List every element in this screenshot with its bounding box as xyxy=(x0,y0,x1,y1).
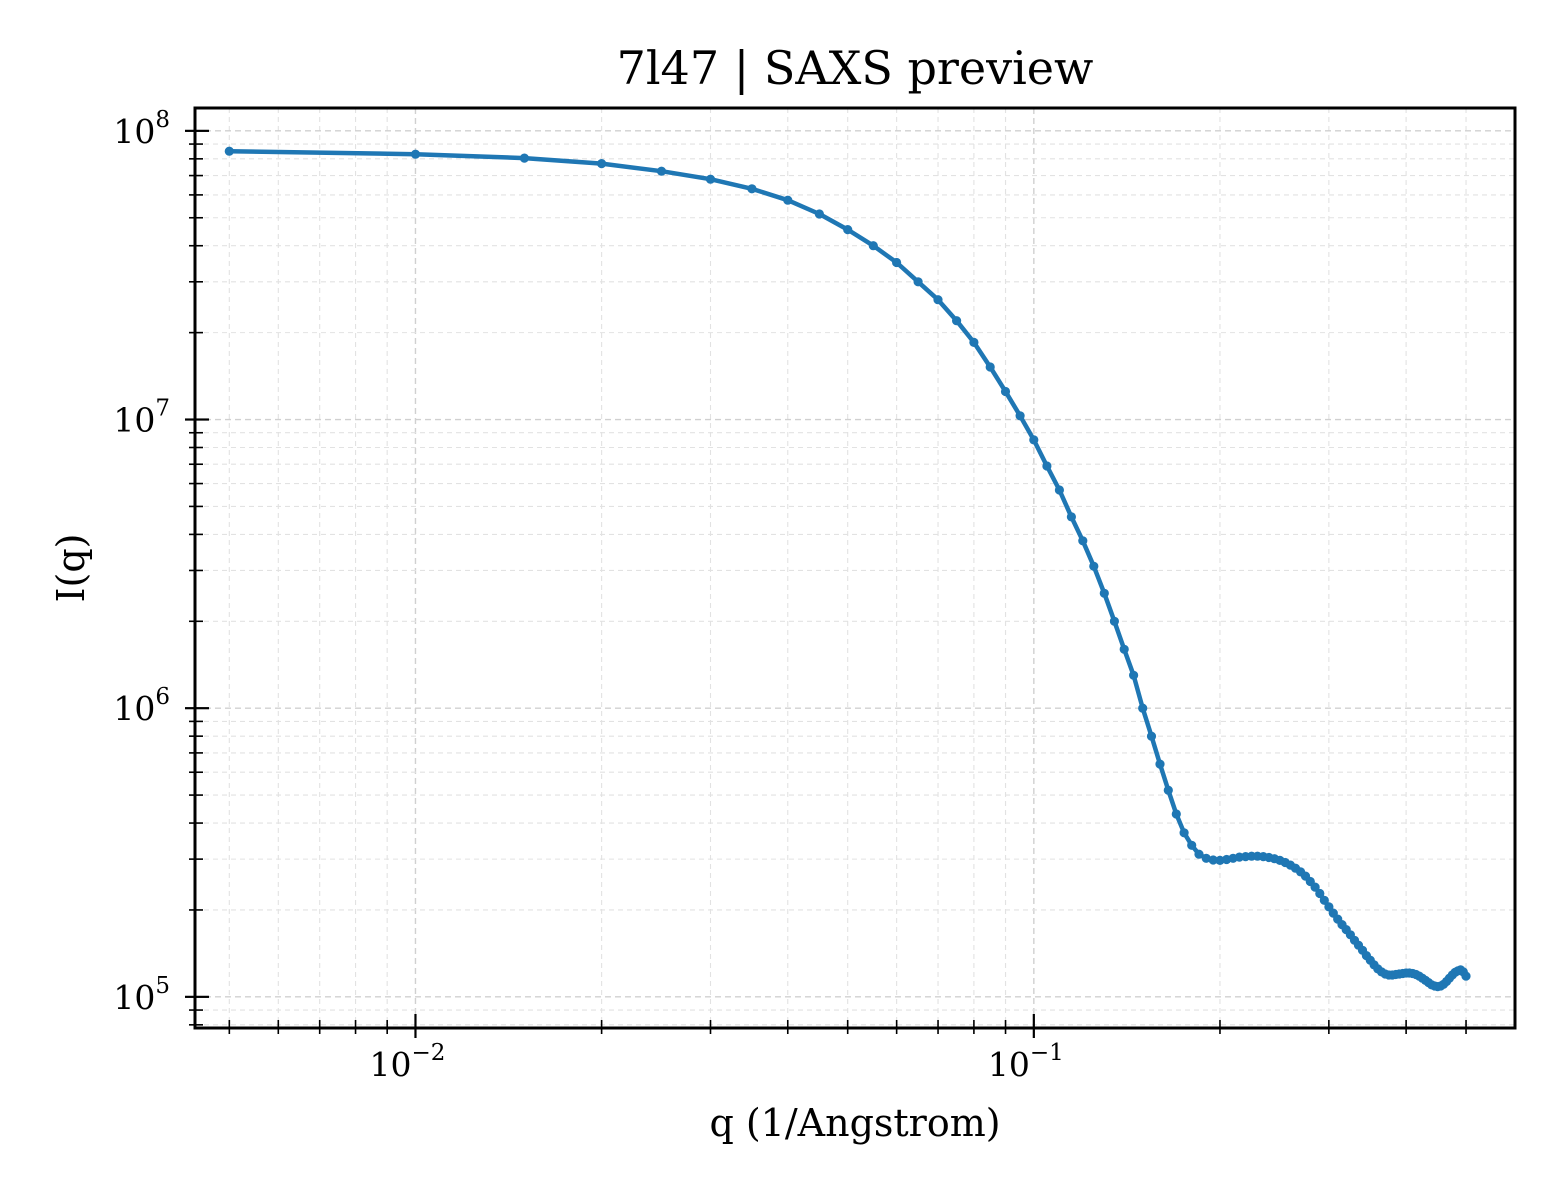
data-point xyxy=(913,277,923,287)
data-point xyxy=(1171,809,1181,819)
data-point xyxy=(1129,670,1139,680)
data-point xyxy=(1201,853,1211,863)
data-point xyxy=(1208,855,1218,865)
data-point xyxy=(1054,485,1064,495)
data-point xyxy=(1029,435,1039,445)
data-point xyxy=(933,295,943,305)
data-point xyxy=(410,149,421,159)
data-point xyxy=(1461,971,1471,981)
data-point xyxy=(1109,616,1119,626)
y-tick-label: 108 xyxy=(113,107,170,151)
data-point xyxy=(868,241,878,251)
x-axis-label: q (1/Angstrom) xyxy=(709,1101,1000,1145)
data-point xyxy=(1194,849,1204,859)
y-tick-label: 105 xyxy=(113,973,170,1017)
data-point xyxy=(969,337,979,347)
data-point xyxy=(1078,536,1088,546)
y-axis-label: I(q) xyxy=(49,534,93,603)
data-point xyxy=(1119,644,1129,654)
data-point xyxy=(519,153,530,163)
x-tick-labels: 10−2 10−1 xyxy=(370,1040,1064,1084)
data-point xyxy=(656,166,667,176)
grid xyxy=(195,108,1515,1028)
data-point xyxy=(1015,411,1025,421)
series-layer xyxy=(224,146,1471,992)
data-point xyxy=(1163,785,1173,795)
data-point xyxy=(1310,882,1320,892)
data-point xyxy=(224,146,234,156)
data-point xyxy=(1187,840,1197,850)
data-point xyxy=(1138,703,1148,713)
x-tick-label: 10−1 xyxy=(988,1040,1064,1084)
data-point xyxy=(985,362,995,372)
data-point xyxy=(1089,561,1099,571)
y-tick-label: 106 xyxy=(113,684,170,728)
data-point xyxy=(597,159,607,169)
data-point xyxy=(783,195,793,205)
data-point xyxy=(843,225,853,235)
data-point xyxy=(1146,731,1157,741)
data-point xyxy=(892,257,902,268)
y-tick-label: 107 xyxy=(113,396,170,440)
data-point xyxy=(1099,588,1109,598)
data-point xyxy=(747,184,757,194)
data-point xyxy=(705,174,716,184)
y-tick-labels: 105 106 107 108 xyxy=(113,107,170,1017)
data-point xyxy=(1319,895,1329,905)
chart-title: 7l47 | SAXS preview xyxy=(617,41,1094,95)
data-point xyxy=(1000,386,1011,397)
data-point xyxy=(1066,512,1076,522)
plot-frame xyxy=(193,106,1517,1030)
data-point xyxy=(1179,828,1189,838)
data-point xyxy=(1315,888,1325,899)
data-point xyxy=(1155,759,1165,769)
x-tick-label: 10−2 xyxy=(370,1040,446,1084)
data-point xyxy=(952,316,962,326)
axis-ticks xyxy=(185,129,1467,1038)
data-point xyxy=(1042,461,1052,471)
data-point xyxy=(814,209,825,219)
